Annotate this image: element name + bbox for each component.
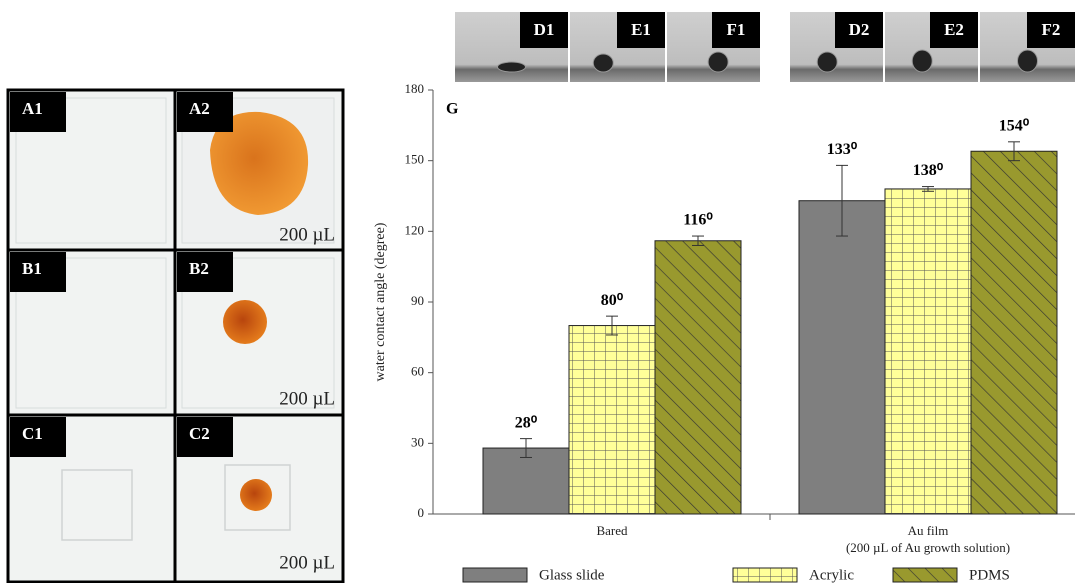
bar (971, 151, 1057, 514)
value-label: 154⁰ (999, 117, 1030, 134)
panel-label: G (446, 101, 459, 118)
photo-label: C2 (189, 424, 210, 443)
y-tick-label: 30 (411, 434, 424, 449)
value-label: 28⁰ (515, 414, 538, 431)
chart: 0 30 60 90 120 150 180 water contact angle (deg… (373, 81, 1075, 583)
y-tick-label: 60 (411, 364, 424, 379)
x-tick-label: Au film (908, 523, 949, 538)
photo-label: F1 (727, 20, 746, 39)
value-label: 116⁰ (683, 212, 713, 229)
droplet-photos: D1 E1 F1 D2 E2 F2 (455, 12, 1075, 82)
bar (569, 326, 655, 514)
y-tick-label: 150 (405, 152, 425, 167)
photo-label: A2 (189, 99, 210, 118)
bar (799, 201, 885, 514)
y-tick-label: 0 (418, 505, 425, 520)
legend-swatch (893, 568, 957, 582)
legend-swatch (463, 568, 527, 582)
x-tick-label: Bared (596, 523, 628, 538)
legend-label: Glass slide (539, 567, 605, 583)
bar (655, 241, 741, 514)
droplet (1018, 50, 1038, 72)
volume-label: 200 µL (279, 552, 335, 573)
y-tick-label: 120 (405, 222, 425, 237)
value-label: 80⁰ (601, 292, 624, 309)
legend-swatch (733, 568, 797, 582)
value-label: 138⁰ (913, 162, 944, 179)
photo-label: A1 (22, 99, 43, 118)
value-label: 133⁰ (827, 141, 858, 158)
droplet (912, 50, 932, 72)
figure: A1 A2 B1 B2 C1 C2 200 µL 200 µL 200 µL D… (0, 0, 1081, 583)
y-tick-label: 90 (411, 293, 424, 308)
photo-label: E2 (944, 20, 964, 39)
photo-label: E1 (631, 20, 651, 39)
droplet (593, 54, 613, 72)
photo-label: C1 (22, 424, 43, 443)
photo-label: D2 (849, 20, 870, 39)
y-tick-label: 180 (405, 81, 425, 96)
photo-label: D1 (534, 20, 555, 39)
droplet (498, 62, 526, 72)
droplet (817, 52, 837, 72)
photo-label: F2 (1042, 20, 1061, 39)
droplet (708, 52, 728, 72)
bar (885, 189, 971, 514)
photo-grid: A1 A2 B1 B2 C1 C2 200 µL 200 µL 200 µL (8, 90, 343, 582)
legend-label: PDMS (969, 567, 1010, 583)
volume-label: 200 µL (279, 388, 335, 409)
volume-label: 200 µL (279, 224, 335, 245)
photo-label: B1 (22, 259, 42, 278)
photo-label: B2 (189, 259, 209, 278)
legend-label: Acrylic (809, 567, 854, 583)
y-axis-label: water contact angle (degree) (373, 222, 388, 381)
x-annotation: (200 µL of Au growth solution) (846, 540, 1010, 555)
